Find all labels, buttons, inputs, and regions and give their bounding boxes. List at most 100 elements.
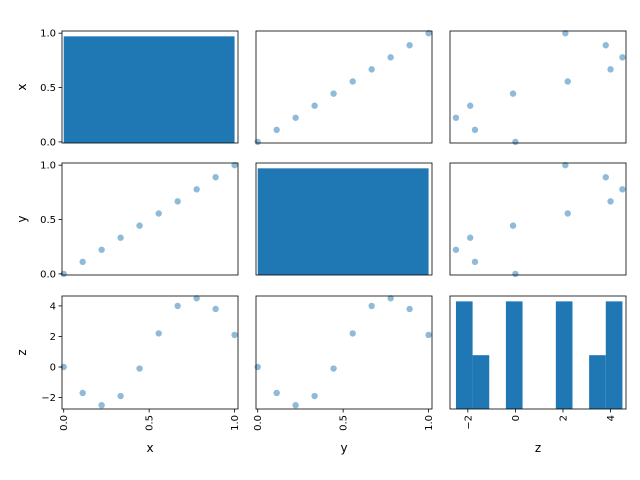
point-y-z-0	[254, 363, 261, 371]
ytick-label-z-2: 2	[50, 332, 56, 343]
point-y-z-7	[387, 295, 394, 302]
ylabel-x: x	[15, 83, 29, 90]
ytick-label-x-1: 0.5	[40, 83, 56, 94]
panel-z-x-background	[450, 31, 626, 143]
point-y-x-6	[368, 66, 375, 73]
ytick-label-z-0: −2	[41, 393, 56, 404]
point-x-z-9	[231, 331, 238, 339]
panel-x-y-background	[62, 163, 238, 275]
point-y-z-1	[273, 389, 280, 397]
panel-y-z-background	[256, 296, 432, 409]
point-x-y-7	[193, 186, 200, 193]
panel-x-z-background	[62, 296, 238, 409]
point-x-z-4	[136, 365, 143, 372]
hist-bar-z-0	[455, 301, 473, 409]
point-y-x-1	[273, 126, 280, 134]
point-z-y-4	[509, 222, 517, 229]
point-y-z-8	[406, 305, 413, 313]
panel-z-z-frame	[449, 295, 627, 410]
point-z-y-8	[602, 174, 609, 181]
point-z-y-7	[619, 186, 626, 193]
point-z-y-3	[467, 234, 474, 241]
point-y-x-3	[311, 102, 318, 109]
ylabel-z: z	[15, 349, 29, 355]
xtick-label-y-1: 0.5	[339, 415, 350, 431]
point-y-z-2	[292, 401, 299, 409]
point-x-z-8	[212, 305, 219, 313]
point-z-y-0	[512, 270, 519, 278]
panel-z-y-background	[450, 163, 626, 275]
point-x-z-3	[117, 392, 124, 400]
panel-x-z-frame	[61, 295, 239, 410]
point-z-x-4	[509, 90, 517, 97]
panel-x-x-frame	[61, 30, 239, 144]
point-z-y-2	[452, 246, 460, 253]
panel-y-x-background	[256, 31, 432, 143]
hist-bar-z-9	[605, 301, 623, 409]
ytick-label-z-3: 4	[50, 301, 56, 312]
point-z-x-0	[512, 138, 519, 146]
xtick-label-x-0: 0.0	[59, 415, 70, 431]
point-x-z-6	[174, 302, 181, 310]
xlabel-x: x	[146, 441, 153, 455]
panel-y-x-frame	[255, 30, 433, 144]
point-x-y-3	[117, 234, 124, 241]
xtick-label-x-2: 1.0	[230, 415, 241, 431]
point-x-z-7	[193, 295, 200, 302]
ytick-label-x-2: 1.0	[40, 29, 56, 40]
point-z-y-5	[564, 210, 571, 217]
ytick-label-y-1: 0.5	[40, 215, 56, 226]
panel-z-y-frame	[449, 162, 627, 276]
hist-bar-z-8	[589, 355, 606, 409]
point-z-x-2	[452, 114, 460, 121]
point-x-y-8	[212, 174, 219, 181]
xtick-label-y-0: 0.0	[253, 415, 264, 431]
point-y-x-0	[254, 138, 261, 146]
point-y-x-7	[387, 54, 394, 61]
panel-z-x-frame	[449, 30, 627, 144]
point-y-x-5	[349, 78, 356, 85]
point-y-z-5	[349, 330, 356, 337]
point-y-x-9	[425, 29, 432, 37]
point-y-z-3	[311, 392, 318, 400]
point-x-y-4	[136, 222, 143, 229]
point-y-x-8	[406, 42, 413, 49]
point-x-z-1	[79, 389, 86, 397]
panel-y-y-frame	[255, 162, 433, 276]
point-z-y-1	[471, 258, 479, 266]
point-y-z-6	[368, 302, 375, 310]
xtick-label-z-2: 2	[558, 415, 569, 421]
xlabel-y: y	[340, 441, 347, 455]
xtick-label-z-1: 0	[511, 415, 522, 421]
xlabel-z: z	[535, 441, 541, 455]
point-x-y-1	[79, 258, 86, 266]
ytick-label-y-0: 0.0	[40, 269, 56, 280]
hist-bar-z-1	[472, 355, 490, 409]
xtick-label-y-2: 1.0	[424, 415, 435, 431]
point-z-x-3	[467, 102, 474, 109]
xtick-label-z-0: −2	[463, 415, 474, 430]
point-x-z-2	[98, 401, 105, 409]
ylabel-y: y	[15, 215, 29, 222]
ytick-label-x-0: 0.0	[40, 137, 56, 148]
hist-bar-z-6	[555, 301, 573, 409]
ytick-label-z-1: 0	[50, 363, 56, 374]
point-z-x-9	[562, 29, 569, 37]
hist-bar-x-0	[63, 36, 235, 144]
point-x-y-5	[155, 210, 162, 217]
point-y-x-2	[292, 114, 299, 121]
point-x-y-9	[231, 161, 238, 169]
point-x-z-5	[155, 330, 162, 337]
point-x-y-6	[174, 198, 181, 205]
point-z-x-8	[602, 42, 609, 49]
point-z-x-5	[564, 78, 571, 85]
point-z-x-6	[607, 66, 614, 73]
ytick-label-y-2: 1.0	[40, 161, 56, 172]
xtick-label-x-1: 0.5	[145, 415, 156, 431]
point-z-y-9	[562, 161, 569, 169]
point-y-z-9	[425, 331, 432, 339]
point-y-x-4	[330, 90, 337, 97]
point-x-y-2	[98, 246, 105, 253]
panel-x-y-frame	[61, 162, 239, 276]
